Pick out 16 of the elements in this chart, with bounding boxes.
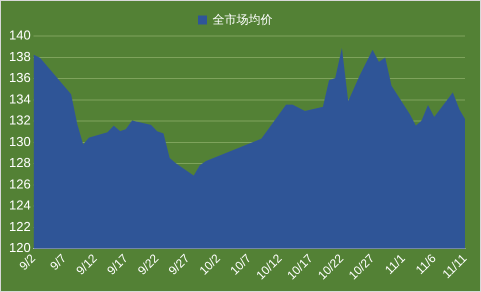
x-tick-label: 11/6: [412, 251, 439, 278]
y-tick-label: 124: [8, 198, 31, 213]
legend-label: 全市场均价: [212, 12, 272, 26]
x-tick-label: 9/22: [134, 251, 162, 278]
x-tick-label: 9/12: [73, 251, 100, 278]
x-tick-label: 11/1: [382, 251, 408, 278]
y-tick-label: 130: [8, 134, 31, 149]
x-tick-label: 9/7: [47, 251, 70, 273]
y-tick-label: 134: [8, 91, 31, 106]
y-tick-label: 140: [8, 28, 31, 43]
y-tick-label: 132: [8, 112, 31, 128]
y-tick-label: 138: [8, 48, 31, 64]
y-tick-label: 126: [8, 176, 31, 192]
y-tick-label: 128: [8, 155, 31, 170]
y-tick-label: 136: [8, 70, 31, 86]
y-tick-label: 122: [8, 218, 31, 234]
